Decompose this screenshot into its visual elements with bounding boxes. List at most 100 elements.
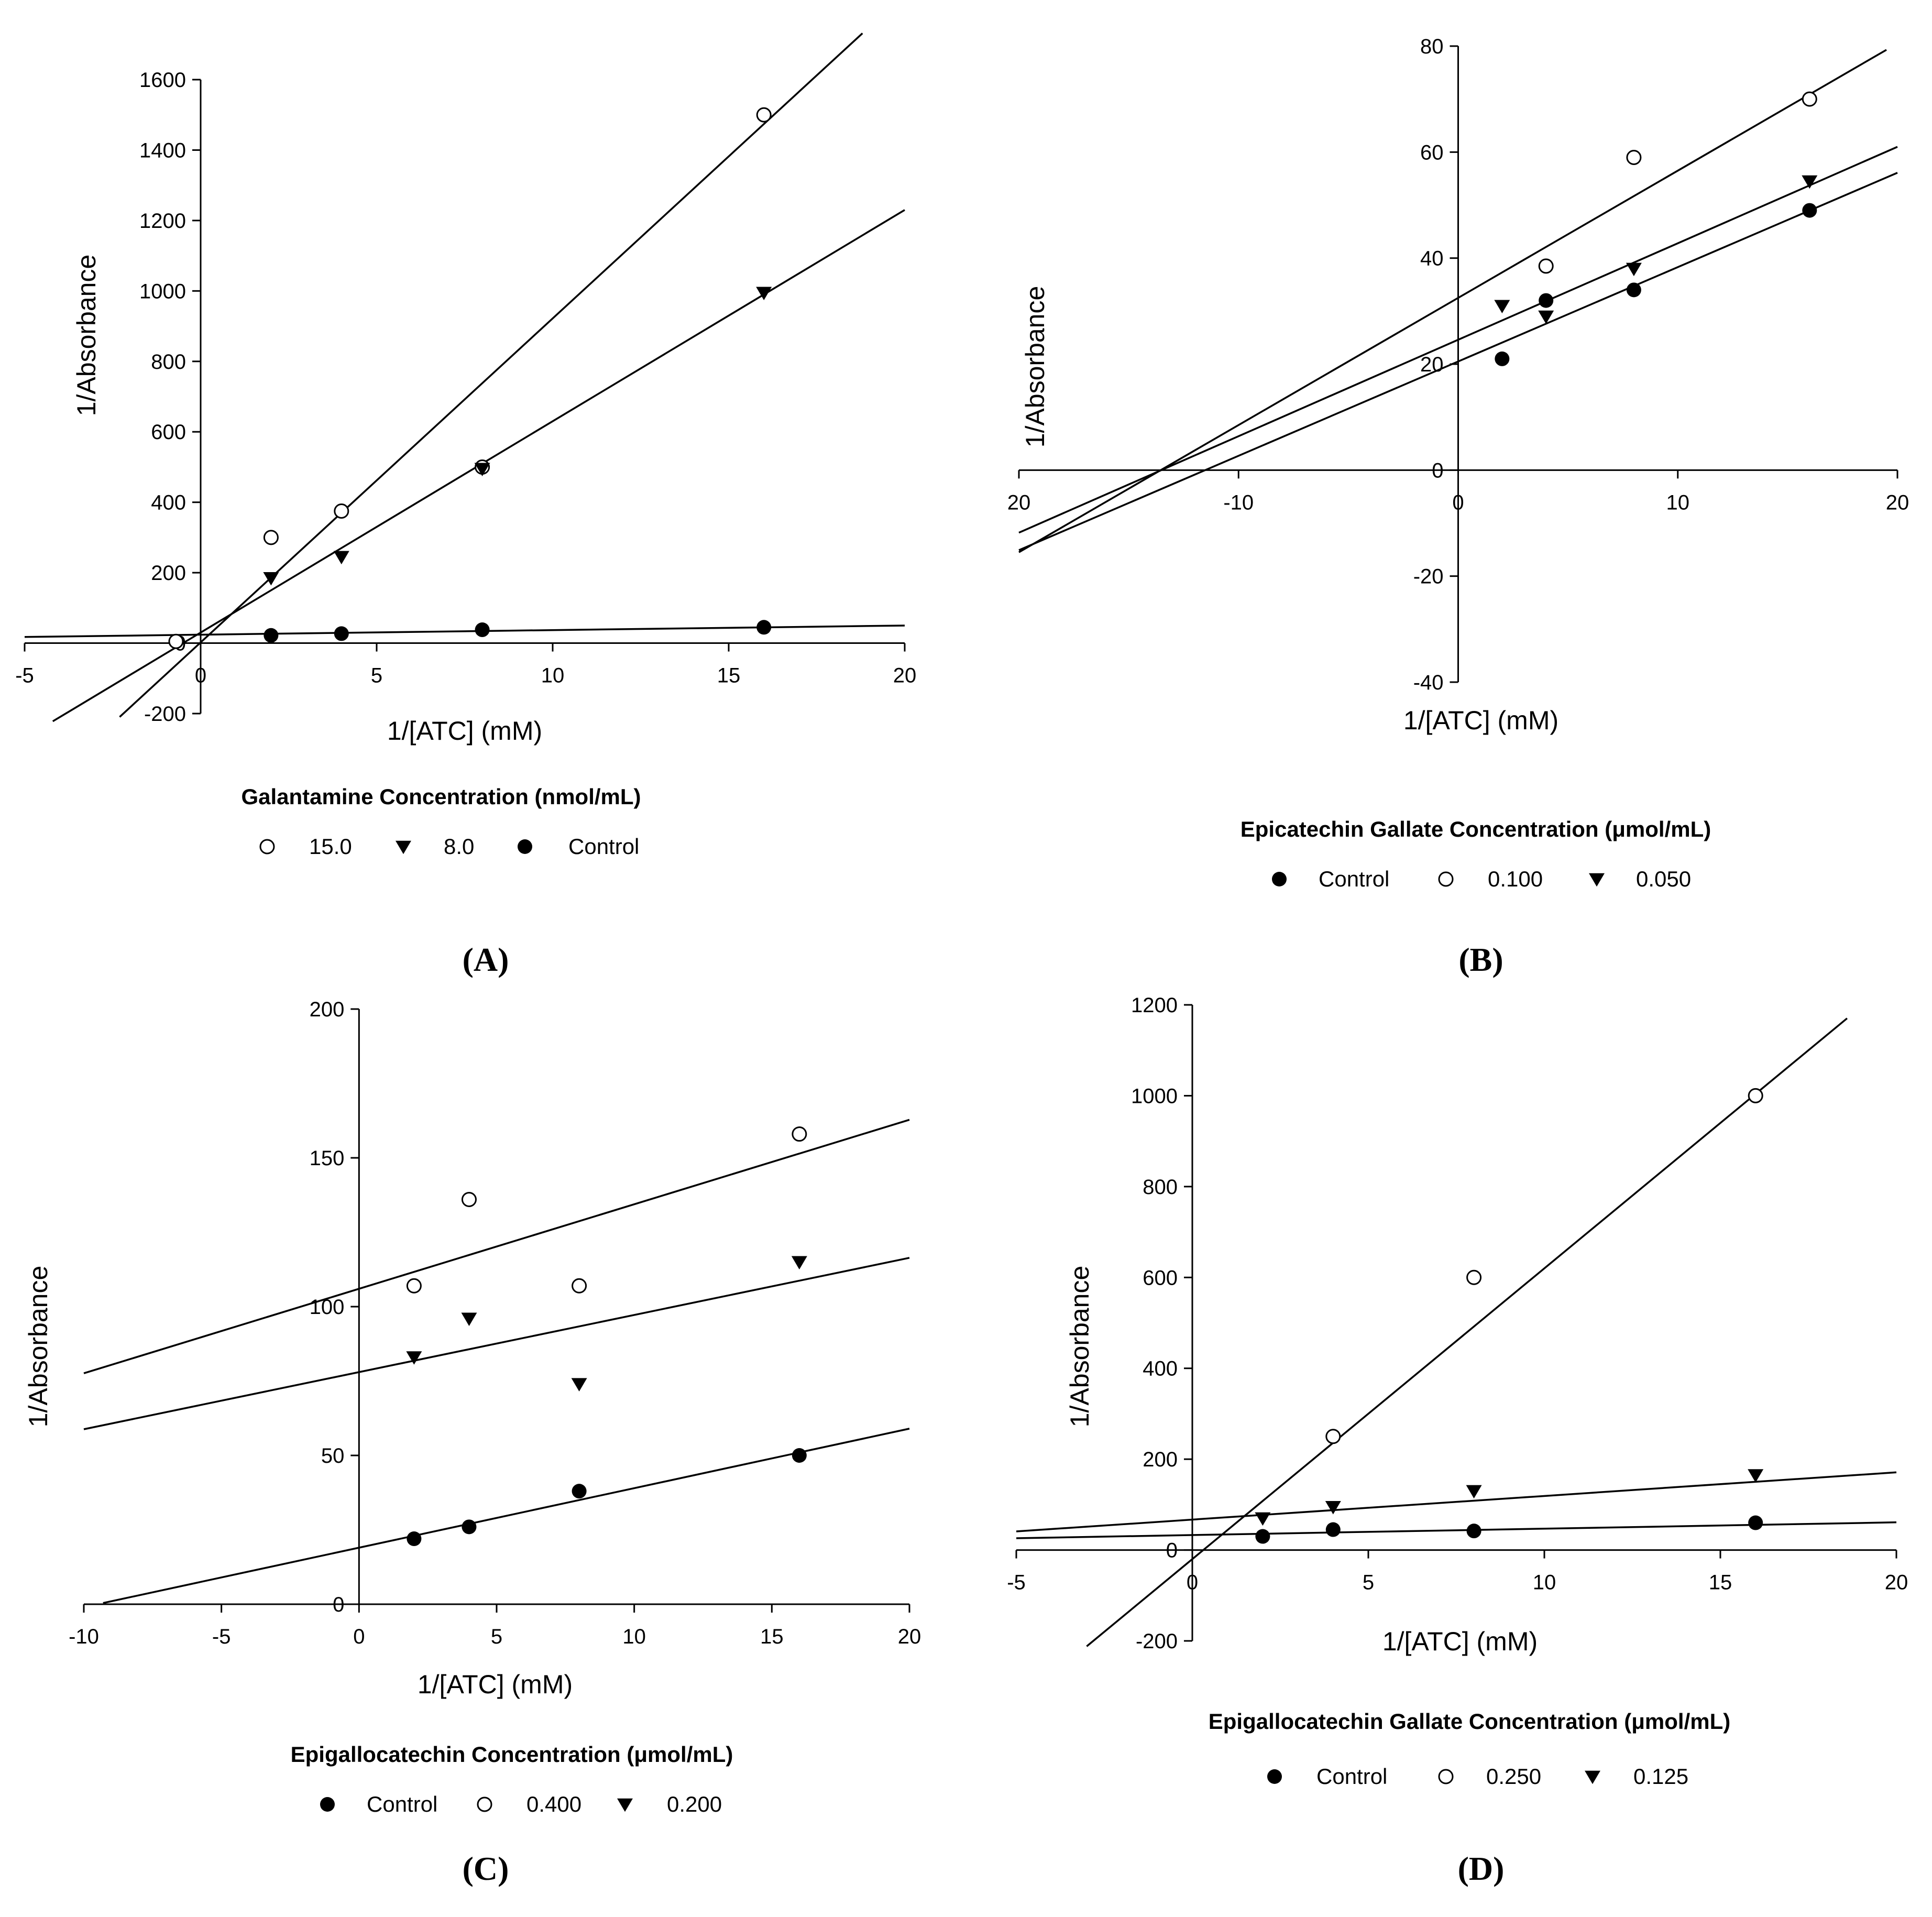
data-point xyxy=(461,1192,477,1208)
data-point xyxy=(1495,351,1510,366)
fit-line-control xyxy=(1016,1521,1897,1539)
data-point xyxy=(263,530,279,545)
data-point xyxy=(1626,149,1642,165)
data-point xyxy=(756,107,772,123)
legend-marker xyxy=(1589,873,1605,887)
x-tick-label: 20 xyxy=(898,1625,921,1648)
data-point xyxy=(334,503,349,519)
x-tick-label: 5 xyxy=(1363,1571,1374,1594)
data-point xyxy=(1539,293,1554,308)
data-point xyxy=(334,626,349,641)
data-point xyxy=(1325,1429,1341,1444)
legend-label: 0.125 xyxy=(1633,1764,1688,1789)
data-point xyxy=(1802,203,1817,218)
x-tick-label: 20 xyxy=(893,664,917,687)
chart-panel-d: -5 0 5 10 15 20 -200 0 200 400 600 800 1000 1200 1/[AT… xyxy=(1007,994,1908,1887)
legend-label: Control xyxy=(568,834,639,859)
data-point xyxy=(1538,258,1554,274)
y-tick-label: 150 xyxy=(310,1147,345,1170)
x-tick-label: 5 xyxy=(371,664,382,687)
y-tick-label: -200 xyxy=(1136,1630,1178,1653)
legend-label: 0.050 xyxy=(1636,867,1691,891)
y-tick-label: 1600 xyxy=(139,69,186,92)
data-point xyxy=(1748,1088,1763,1103)
data-point xyxy=(474,463,490,477)
x-axis-label: 1/[ATC] (mM) xyxy=(1403,706,1558,735)
legend-label: Control xyxy=(367,1792,437,1816)
data-point xyxy=(1748,1515,1763,1530)
y-tick-label: 1400 xyxy=(139,139,186,162)
y-tick-label: -200 xyxy=(144,703,186,726)
legend-title: Epigallocatechin Concentration (μmol/mL) xyxy=(291,1742,733,1767)
legend-marker xyxy=(1585,1770,1600,1784)
x-tick-label: 15 xyxy=(760,1625,784,1648)
x-tick-label: 20 xyxy=(1007,491,1031,514)
chart-panel-a: -505101520-20002004006008001000120014001… xyxy=(15,32,917,978)
fit-line-0-125 xyxy=(1016,1471,1897,1532)
y-tick-label: 50 xyxy=(321,1444,345,1467)
y-tick-label: 0 xyxy=(333,1593,344,1616)
data-point xyxy=(756,620,772,635)
legend-marker xyxy=(1272,872,1287,886)
data-point xyxy=(791,1256,807,1270)
panel-label: (B) xyxy=(1458,941,1503,978)
data-point xyxy=(1626,262,1642,277)
y-tick-label: 400 xyxy=(151,491,186,514)
data-point xyxy=(263,572,279,586)
data-point xyxy=(572,1278,587,1294)
legend-title: Epicatechin Gallate Concentration (μmol/… xyxy=(1241,817,1711,841)
x-tick-label: 0 xyxy=(1187,1571,1198,1594)
legend-label: 8.0 xyxy=(444,834,474,859)
x-tick-label: 10 xyxy=(1533,1571,1556,1594)
y-axis-label: 1/Absorbance xyxy=(1065,1266,1094,1428)
legend-marker xyxy=(1438,871,1454,887)
y-axis-label: 1/Absorbance xyxy=(24,1266,53,1428)
fit-line-0-200 xyxy=(83,1257,910,1430)
y-tick-label: 800 xyxy=(151,350,186,374)
data-point xyxy=(461,1312,477,1326)
x-tick-label: 20 xyxy=(1886,491,1909,514)
fit-line-0-250 xyxy=(1086,1017,1848,1647)
data-point xyxy=(1494,300,1510,313)
data-point xyxy=(1802,175,1818,189)
y-tick-label: 200 xyxy=(310,998,345,1021)
x-tick-label: 0 xyxy=(195,664,206,687)
y-tick-label: 40 xyxy=(1420,247,1444,270)
legend-title: Epigallocatechin Gallate Concentration (… xyxy=(1209,1709,1731,1734)
data-point xyxy=(1466,1485,1482,1499)
y-tick-label: -20 xyxy=(1413,565,1444,588)
data-point xyxy=(756,287,772,300)
y-axis-label: 1/Absorbance xyxy=(1020,286,1050,448)
legend-marker xyxy=(1438,1769,1454,1784)
data-point xyxy=(572,1484,587,1499)
fit-line-control xyxy=(24,625,905,638)
data-point xyxy=(1626,282,1641,298)
y-tick-label: 60 xyxy=(1420,141,1444,164)
fit-line-0-100 xyxy=(1018,49,1887,553)
y-tick-label: 1000 xyxy=(1131,1085,1178,1108)
legend-title: Galantamine Concentration (nmol/mL) xyxy=(241,784,641,809)
legend-label: 0.400 xyxy=(526,1792,581,1816)
panel-label: (D) xyxy=(1458,1850,1505,1887)
y-tick-label: 1200 xyxy=(1131,994,1178,1017)
legend-label: 0.250 xyxy=(1486,1764,1541,1789)
x-tick-label: -5 xyxy=(15,664,34,687)
x-tick-label: -10 xyxy=(1223,491,1254,514)
legend-label: 15.0 xyxy=(309,834,352,859)
legend-marker xyxy=(477,1796,492,1812)
y-tick-label: 400 xyxy=(1143,1357,1178,1381)
x-tick-label: -5 xyxy=(212,1625,231,1648)
y-tick-label: 1000 xyxy=(139,280,186,303)
data-point xyxy=(1748,1469,1764,1483)
x-tick-label: 0 xyxy=(1452,491,1464,514)
fit-line-control xyxy=(1018,172,1898,551)
y-tick-label: -40 xyxy=(1413,671,1444,694)
data-point xyxy=(792,1126,807,1142)
x-tick-label: 15 xyxy=(1709,1571,1732,1594)
data-point xyxy=(1802,91,1817,107)
x-tick-label: 15 xyxy=(717,664,741,687)
fit-line-control xyxy=(103,1428,910,1604)
data-point xyxy=(1325,1522,1341,1537)
y-tick-label: 600 xyxy=(151,421,186,444)
